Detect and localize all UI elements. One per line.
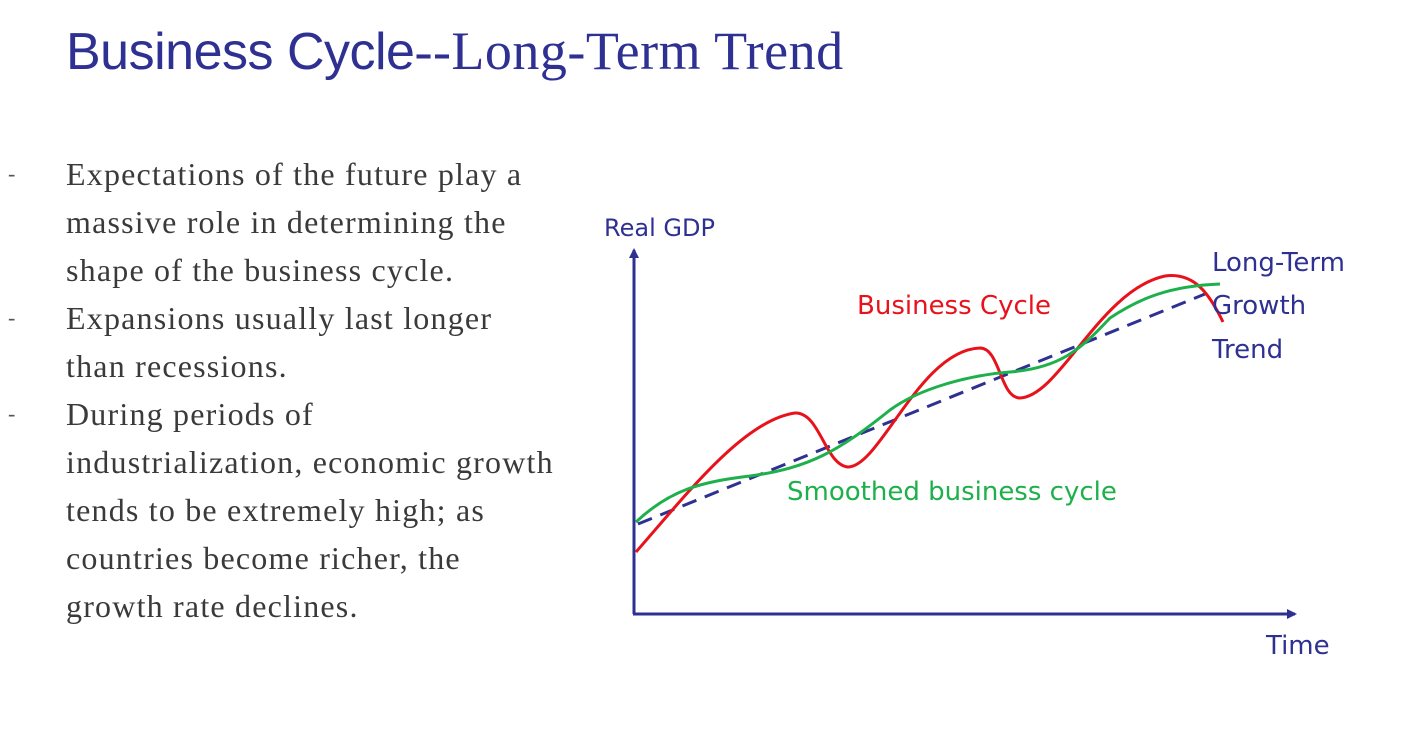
smoothed-cycle-curve xyxy=(634,282,1221,524)
business-cycle-diagram: Real GDP Time Business Cycle Smoothed bu… xyxy=(604,214,1345,661)
trend-label-line2: Growth xyxy=(1212,291,1306,321)
bullet-marker: - xyxy=(8,161,17,186)
page-title: Business Cycle--Long-Term Trend xyxy=(66,20,844,83)
business-cycle-label: Business Cycle xyxy=(857,291,1051,321)
title-main: Business Cycle xyxy=(66,23,415,81)
trend-line xyxy=(637,292,1206,526)
y-axis-label: Real GDP xyxy=(604,214,715,242)
trend-label-line1: Long-Term xyxy=(1212,248,1345,278)
bullet-marker: - xyxy=(8,305,17,330)
x-axis-label: Time xyxy=(1265,631,1330,661)
trend-label-line3: Trend xyxy=(1211,335,1283,365)
bullet-text: Expansions usually last longer than rece… xyxy=(66,300,493,384)
bullet-marker: - xyxy=(8,401,17,426)
bullet-text: Expectations of the future play a massiv… xyxy=(66,156,523,288)
business-cycle-curve xyxy=(634,274,1225,553)
bullet-item: - Expansions usually last longer than rec… xyxy=(0,294,556,390)
smoothed-cycle-label: Smoothed business cycle xyxy=(787,477,1117,507)
bullet-text: During periods of industrialization, eco… xyxy=(66,396,554,624)
bullet-list: - Expectations of the future play a massi… xyxy=(0,150,580,630)
title-subtitle: --Long-Term Trend xyxy=(414,21,844,81)
bullet-item: - Expectations of the future play a massi… xyxy=(0,150,556,294)
bullet-item: - During periods of industrialization, ec… xyxy=(0,390,556,630)
